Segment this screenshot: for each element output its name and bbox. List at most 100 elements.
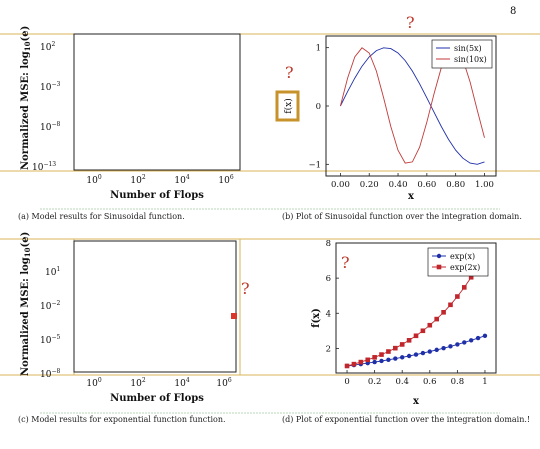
data-point [386,357,391,363]
legend-box [431,39,493,69]
data-point [448,302,453,308]
legend-label: sin(5x) [454,44,482,53]
y-tick-label: 10−13 [32,161,56,173]
panel-a: Normalized MSE: log10(e) 102 10−3 10−8 1… [20,26,241,201]
data-point [468,274,474,280]
y-tick-label: 2 [326,344,331,354]
data-point [455,342,460,347]
legend-marker [436,253,442,259]
panel-d-legend: exp(x) exp(2x) [427,247,489,277]
data-point [372,359,377,365]
data-point [358,359,364,365]
data-point [420,350,426,356]
data-point [475,335,481,341]
x-tick-label: 1 [482,377,487,387]
y-tick-label: −1 [308,160,321,170]
data-point [400,355,405,360]
x-tick-label: 104 [174,174,189,186]
data-point [455,294,460,299]
x-tick-label: 100 [86,377,101,389]
panel-b-legend: sin(5x) sin(10x) [431,39,493,69]
panel-a-ylabel: Normalized MSE: log10(e) [20,26,32,170]
panel-d-ylabel: f(x) [311,308,322,328]
question-mark: ? [341,253,350,272]
page-number: 8 [510,6,516,17]
data-point [462,340,467,345]
data-point [406,338,412,343]
x-tick-label: 102 [130,377,145,389]
x-tick-label: 0.8 [451,377,465,387]
panel-b-ticks: 0.00 0.20 0.40 0.60 0.80 1.00 −1 0 1 [308,44,493,190]
data-point [393,356,398,361]
x-tick-label: 100 [86,174,101,186]
panel-c: Normalized MSE: log10(e) 101 10−2 10−5 1… [20,232,250,404]
y-tick-label: 102 [40,41,55,53]
y-tick-label: 4 [326,309,331,319]
data-point [434,316,439,322]
x-tick-label: 0.4 [395,377,409,387]
x-tick-label: 106 [216,377,231,389]
panel-d-axes [335,242,497,374]
data-point [393,345,398,351]
panel-c-xlabel: Number of Flops [110,393,204,404]
y-tick-label: 1 [316,44,321,54]
caption-d: (d) Plot of exponential function over th… [282,415,531,424]
x-tick-label: 0.00 [331,180,350,190]
y-tick-label: 6 [326,274,331,284]
data-point [413,333,419,339]
y-tick-label: 10−3 [40,81,60,93]
data-point [468,338,474,343]
data-point [372,355,377,360]
x-tick-label: 0.2 [368,377,382,387]
x-tick-label: 0.20 [360,180,379,190]
question-mark: ? [241,279,250,298]
caption-c: (c) Model results for exponential functi… [18,415,226,424]
panel-b-ylabel: f(x) [283,98,294,113]
caption-a: (a) Model results for Sinusoidal functio… [18,212,185,221]
panel-a-axes [73,33,241,171]
ylabel-box [275,90,300,122]
legend-label: exp(x) [450,252,475,261]
data-point [413,352,419,357]
x-tick-label: 106 [218,174,233,186]
y-tick-label: 101 [45,266,60,278]
legend-marker [436,264,442,270]
data-point [379,358,384,364]
legend-box [427,247,489,277]
data-point [482,333,488,338]
guide-lines [0,33,540,376]
panel-c-ylabel: Normalized MSE: log10(e) [20,232,32,376]
question-mark: ? [285,63,294,82]
y-tick-label: 0 [316,102,321,112]
data-point [406,353,412,359]
data-point [420,328,426,334]
data-point [344,363,350,369]
data-point [386,349,391,354]
panel-b-xlabel: x [408,191,415,202]
series-line-1 [339,47,485,165]
y-tick-label: 8 [326,239,331,249]
panel-c-yticks: 101 10−2 10−5 10−8 [40,266,60,380]
red-marker [231,313,237,319]
y-tick-label: 10−5 [40,334,60,346]
panel-d-lines [344,274,488,369]
x-tick-label: 104 [174,377,189,389]
series-line-2 [346,277,472,367]
data-point [441,310,446,315]
legend-label: sin(10x) [454,55,487,64]
question-mark: ? [406,13,415,32]
data-point [379,352,384,357]
y-tick-label: 10−2 [40,300,60,312]
data-point [434,347,439,353]
x-tick-label: 102 [130,174,145,186]
panel-a-yticks: 102 10−3 10−8 10−13 [32,41,60,173]
data-point [427,349,432,354]
y-tick-label: 10−8 [40,368,60,380]
panel-a-xticks: 100 102 104 106 [86,174,233,186]
x-tick-label: 0.6 [423,377,437,387]
data-point [365,357,371,363]
data-point [461,285,467,290]
y-tick-label: 10−8 [40,121,60,133]
